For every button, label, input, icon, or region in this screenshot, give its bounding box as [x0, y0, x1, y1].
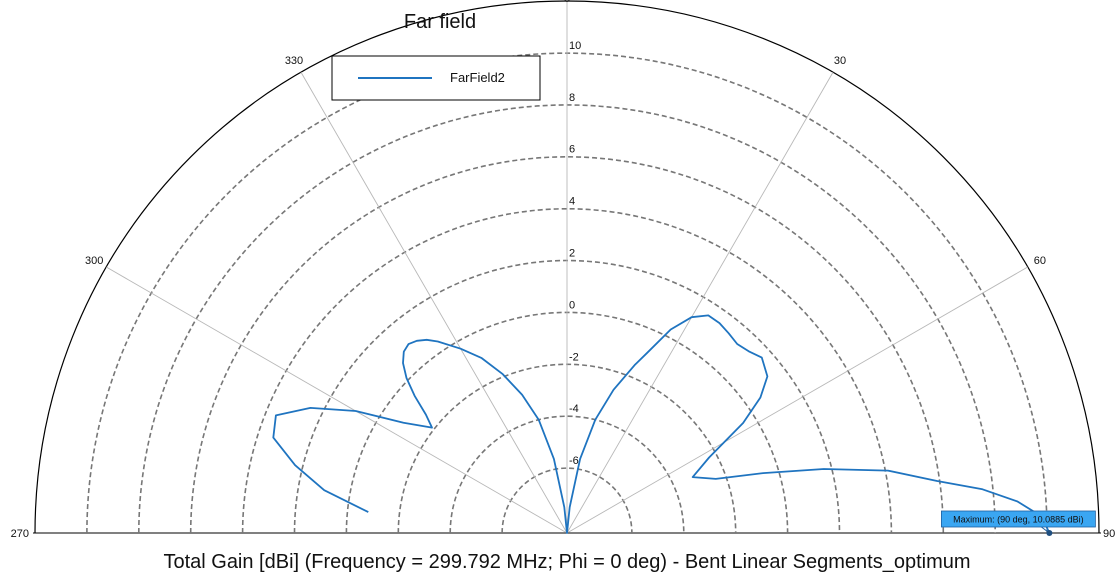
maximum-marker[interactable]: [1046, 530, 1053, 536]
radial-tick-label: 8: [569, 92, 575, 104]
radial-tick-label: 2: [569, 248, 575, 260]
grid-spoke: [106, 266, 568, 534]
radial-tick-label: 6: [569, 144, 575, 156]
radial-tick-label: -2: [569, 351, 579, 363]
angle-tick-label: 60: [1034, 255, 1046, 267]
chart-caption: Total Gain [dBi] (Frequency = 299.792 MH…: [163, 551, 970, 573]
angle-tick-label: 90: [1103, 528, 1115, 540]
annotation-label: Maximum: (90 deg, 10.0885 dBi): [953, 515, 1084, 525]
grid-layer: [33, 0, 1101, 534]
grid-spoke: [300, 72, 568, 534]
labels-layer: 270 300 330 0 30 60 90 -6 -4 -2 0 2 4 6 8 10: [11, 0, 1115, 540]
angle-tick-label: 0: [564, 0, 570, 5]
grid-ring: [241, 207, 893, 534]
grid-ring: [189, 155, 945, 534]
radial-tick-label: 4: [569, 196, 575, 208]
grid-spoke: [566, 266, 1028, 534]
angle-tick-label: 30: [834, 55, 846, 67]
angle-tick-label: 270: [11, 528, 29, 540]
grid-spoke: [566, 72, 834, 534]
radial-tick-label: 0: [569, 299, 575, 311]
radial-tick-label: -4: [569, 403, 579, 415]
series-line-farfield2: [272, 314, 1051, 534]
annotation-box: [940, 510, 1096, 528]
legend-label: FarField2: [450, 70, 505, 85]
angle-tick-label: 330: [285, 55, 303, 67]
chart-title: Far field: [404, 11, 476, 33]
series-layer: [272, 314, 1051, 534]
radial-tick-label: 10: [569, 40, 581, 52]
radial-tick-label: -6: [569, 455, 579, 467]
legend[interactable]: FarField2: [331, 55, 541, 101]
angle-tick-label: 300: [85, 255, 103, 267]
maximum-annotation[interactable]: Maximum: (90 deg, 10.0885 dBi): [940, 510, 1096, 536]
